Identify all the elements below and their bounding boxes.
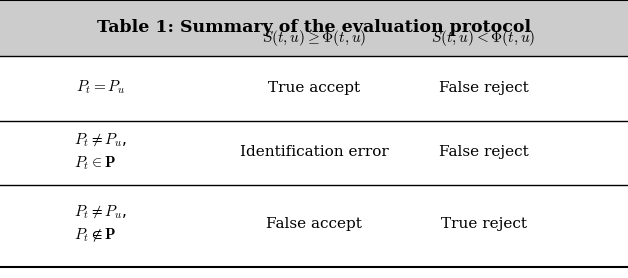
Text: Table 1: Summary of the evaluation protocol: Table 1: Summary of the evaluation proto… [97, 19, 531, 36]
Text: $P_t = P_u$: $P_t = P_u$ [76, 79, 125, 96]
Text: False reject: False reject [439, 81, 528, 95]
Text: True reject: True reject [441, 217, 526, 231]
Text: $S(t,u) < \Phi(t,u)$: $S(t,u) < \Phi(t,u)$ [431, 28, 536, 48]
Text: False reject: False reject [439, 145, 528, 158]
Text: False accept: False accept [266, 217, 362, 231]
Text: $P_t \neq P_u$,
$P_t \in \mathbf{P}$: $P_t \neq P_u$, $P_t \in \mathbf{P}$ [74, 131, 127, 172]
Text: Identification error: Identification error [240, 145, 388, 158]
Text: $S(t,u) \geq \Phi(t,u)$: $S(t,u) \geq \Phi(t,u)$ [262, 28, 366, 48]
Text: $P_t \neq P_u$,
$P_t \notin \mathbf{P}$: $P_t \neq P_u$, $P_t \notin \mathbf{P}$ [74, 204, 127, 244]
Bar [0, 0, 628, 56]
Text: True accept: True accept [268, 81, 360, 95]
